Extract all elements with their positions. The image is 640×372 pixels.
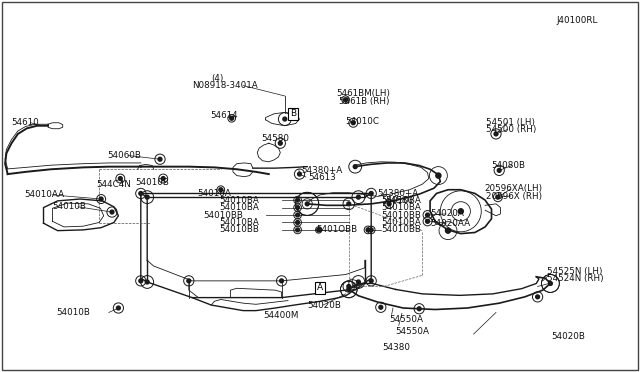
Circle shape (296, 213, 300, 217)
Text: 54380: 54380 (383, 343, 411, 352)
Circle shape (356, 195, 360, 199)
Text: 54010BB: 54010BB (381, 211, 421, 219)
Circle shape (351, 121, 355, 125)
Text: 54010C: 54010C (346, 117, 380, 126)
Text: 54400M: 54400M (264, 311, 299, 320)
Circle shape (116, 306, 120, 310)
Circle shape (387, 202, 391, 206)
Circle shape (458, 209, 463, 214)
Circle shape (496, 195, 500, 199)
Circle shape (426, 219, 429, 223)
Circle shape (145, 195, 149, 199)
Text: 544C4N: 544C4N (96, 180, 131, 189)
Circle shape (356, 280, 360, 284)
Circle shape (219, 188, 223, 192)
Text: 54010BA: 54010BA (381, 218, 421, 227)
Text: 54380+A: 54380+A (378, 189, 419, 198)
Circle shape (99, 197, 103, 201)
Circle shape (347, 202, 351, 206)
Circle shape (296, 206, 300, 209)
Circle shape (366, 228, 370, 232)
Circle shape (369, 192, 373, 195)
Text: 54010BA: 54010BA (381, 203, 421, 212)
Text: 54010AA: 54010AA (24, 190, 65, 199)
Text: N08918-3401A: N08918-3401A (192, 81, 258, 90)
Circle shape (436, 173, 441, 178)
Text: 54500 (RH): 54500 (RH) (486, 125, 537, 134)
Circle shape (305, 202, 309, 206)
Circle shape (280, 279, 284, 283)
Text: 54010BB: 54010BB (220, 225, 259, 234)
Text: 54501 (LH): 54501 (LH) (486, 118, 536, 126)
Circle shape (296, 228, 300, 232)
Circle shape (296, 221, 300, 224)
Text: 54613: 54613 (308, 173, 336, 182)
Text: 54010B: 54010B (52, 202, 86, 211)
Text: 54010BA: 54010BA (220, 218, 259, 227)
Circle shape (296, 198, 300, 202)
Circle shape (230, 116, 234, 120)
Text: 54010BA: 54010BA (220, 196, 259, 205)
Text: 5401OBB: 5401OBB (316, 225, 357, 234)
Circle shape (139, 279, 143, 283)
Text: 5461BM(LH): 5461BM(LH) (336, 89, 390, 98)
Text: 20596X (RH): 20596X (RH) (486, 192, 543, 201)
Circle shape (161, 177, 165, 180)
Text: 54010BB: 54010BB (204, 211, 243, 219)
Circle shape (139, 192, 143, 195)
Circle shape (145, 280, 149, 284)
Text: 54580: 54580 (385, 196, 413, 205)
Text: 54614: 54614 (210, 111, 237, 120)
Text: 54020B: 54020B (552, 332, 586, 341)
Circle shape (298, 172, 301, 176)
Circle shape (278, 141, 282, 145)
Text: 5461B (RH): 5461B (RH) (339, 97, 390, 106)
Text: B: B (290, 109, 296, 118)
Text: 54610: 54610 (12, 118, 39, 127)
Text: 54525N (LH): 54525N (LH) (547, 267, 602, 276)
Text: 54010BA: 54010BA (220, 203, 259, 212)
Circle shape (494, 132, 498, 136)
Circle shape (344, 98, 348, 102)
Circle shape (369, 228, 373, 232)
Text: A: A (317, 283, 323, 292)
Text: 54010A: 54010A (197, 189, 231, 198)
Circle shape (118, 177, 122, 180)
Circle shape (417, 307, 421, 311)
Circle shape (347, 288, 351, 291)
Circle shape (497, 169, 501, 172)
Text: (4): (4) (211, 74, 223, 83)
Text: 54020AA: 54020AA (430, 219, 470, 228)
Text: 54010B: 54010B (136, 178, 170, 187)
Circle shape (110, 210, 114, 214)
Text: 54020A: 54020A (430, 209, 464, 218)
Text: 54550A: 54550A (389, 315, 423, 324)
Circle shape (353, 165, 357, 169)
Circle shape (347, 285, 351, 288)
Text: 54010BB: 54010BB (381, 225, 421, 234)
Circle shape (445, 228, 451, 233)
Text: J40100RL: J40100RL (557, 16, 598, 25)
Circle shape (187, 279, 191, 283)
Text: 54020B: 54020B (307, 301, 341, 310)
Circle shape (369, 279, 373, 283)
Circle shape (426, 213, 429, 217)
Circle shape (158, 157, 162, 161)
Text: 54580: 54580 (261, 134, 289, 143)
Text: 54010BA: 54010BA (381, 196, 421, 205)
Text: 20596XA(LH): 20596XA(LH) (484, 185, 543, 193)
Text: 54060B: 54060B (108, 151, 141, 160)
Circle shape (291, 112, 295, 116)
Circle shape (379, 305, 383, 309)
Text: 54080B: 54080B (492, 161, 525, 170)
Text: 54524N (RH): 54524N (RH) (547, 275, 603, 283)
Circle shape (548, 282, 552, 285)
Circle shape (283, 117, 287, 121)
Circle shape (317, 228, 321, 232)
Text: 54550A: 54550A (395, 327, 429, 336)
Text: 54010B: 54010B (56, 308, 90, 317)
Circle shape (536, 295, 540, 299)
Text: 54380+A: 54380+A (301, 166, 342, 175)
